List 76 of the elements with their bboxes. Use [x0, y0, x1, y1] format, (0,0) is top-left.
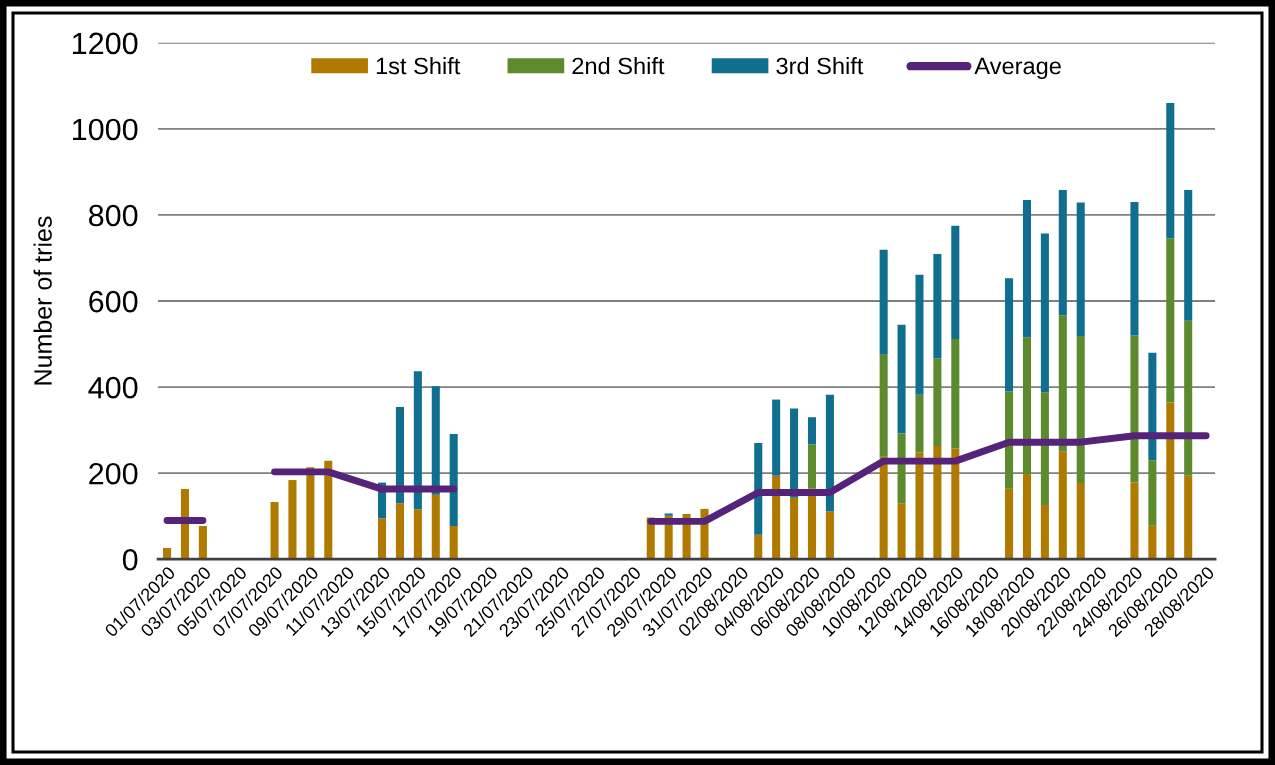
bar: [933, 254, 942, 359]
y-axis-title: Number of tries: [33, 216, 52, 385]
bar: [1166, 402, 1175, 560]
bar: [1148, 525, 1157, 560]
bar: [1184, 190, 1193, 321]
bar: [413, 509, 422, 560]
bar: [933, 358, 942, 447]
legend-label: 2nd Shift: [572, 57, 665, 75]
bar: [1166, 238, 1175, 403]
bar: [879, 249, 888, 355]
bar: [270, 501, 279, 560]
bar: [933, 446, 942, 560]
bar: [395, 503, 404, 560]
y-tick-label: 200: [89, 462, 138, 485]
bar: [1184, 320, 1193, 476]
bar: [1040, 392, 1049, 505]
bar: [449, 433, 458, 527]
bar: [1184, 475, 1193, 560]
legend-label: Average: [974, 57, 1061, 80]
legend-label: 3rd Shift: [776, 57, 864, 75]
y-tick-label: 400: [88, 376, 138, 399]
bar: [1076, 483, 1085, 560]
bar: [1148, 352, 1157, 461]
bar: [897, 503, 906, 560]
bar: [754, 443, 763, 535]
bar: [807, 417, 817, 445]
bar: [1148, 460, 1157, 526]
bar: [915, 274, 924, 395]
bar: [790, 497, 799, 560]
bar: [431, 494, 440, 560]
bar: [825, 511, 834, 560]
bar: [951, 338, 960, 449]
bar: [754, 534, 763, 560]
bar: [1130, 482, 1139, 560]
y-tick-label: 600: [89, 290, 138, 313]
bar: [1022, 474, 1031, 560]
bar: [1022, 199, 1031, 338]
bar: [431, 386, 440, 495]
y-tick-label: 800: [89, 204, 138, 227]
bar: [1166, 103, 1175, 239]
bar: [1130, 202, 1139, 336]
bar: [449, 526, 458, 560]
bar: [1040, 233, 1049, 393]
y-tick-label: 1200: [73, 32, 138, 55]
bar: [807, 444, 817, 489]
bar: [1058, 315, 1067, 452]
bar: [879, 456, 888, 560]
bar: [915, 394, 924, 453]
bar: [1040, 505, 1049, 560]
bar: [1005, 278, 1014, 392]
bar: [324, 460, 333, 560]
bar: [395, 406, 404, 504]
bar: [825, 394, 834, 512]
y-tick-label: 1000: [73, 118, 138, 141]
bar: [897, 324, 906, 434]
bar: [378, 518, 387, 560]
bar: [951, 448, 960, 560]
bar: [1076, 202, 1085, 336]
bar: [790, 408, 799, 498]
bar: [1022, 337, 1031, 475]
bar: [288, 480, 297, 560]
bar: [413, 371, 422, 510]
bar: [772, 399, 781, 476]
bar: [1130, 335, 1139, 483]
bar: [1058, 190, 1067, 316]
bar: [1005, 488, 1014, 560]
bar: [951, 225, 960, 339]
bar: [1005, 391, 1014, 489]
legend-label: 1st Shift: [376, 57, 461, 75]
bar: [1058, 451, 1067, 560]
bar: [306, 467, 315, 560]
bar: [879, 354, 888, 457]
bar: [915, 452, 924, 560]
bar: [1076, 335, 1085, 484]
bar: [664, 513, 673, 516]
bar: [198, 526, 207, 560]
